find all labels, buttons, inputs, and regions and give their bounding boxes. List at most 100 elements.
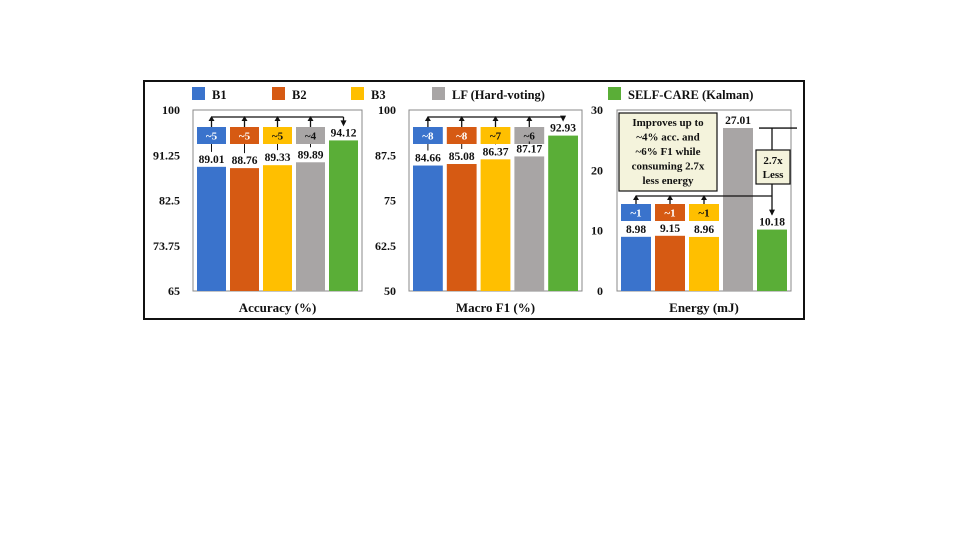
y-tick-label: 87.5 — [375, 148, 396, 162]
arrow-head — [307, 116, 314, 121]
legend-swatch — [272, 87, 285, 100]
less-note-line: Less — [763, 169, 785, 181]
x-axis-label: Energy (mJ) — [669, 300, 739, 315]
improvement-label: ~1 — [698, 208, 709, 220]
energy-chart: 30 20 10 0 Energy (mJ) 8.98 9.15 8.96 27.01 10.18… — [591, 103, 792, 315]
improvement-label: ~5 — [206, 131, 218, 143]
arrow-head — [492, 116, 499, 121]
improvement-box — [446, 127, 477, 144]
legend-label: LF (Hard-voting) — [452, 88, 545, 102]
improvement-box — [197, 127, 226, 144]
improvement-label: ~5 — [239, 131, 251, 143]
improvement-box — [514, 127, 545, 144]
bar — [723, 128, 753, 291]
arrow-head — [241, 116, 248, 121]
y-tick-label: 65 — [168, 284, 180, 298]
bar — [197, 166, 226, 291]
arrow-head — [526, 116, 533, 121]
bar — [230, 168, 259, 291]
energy-annotations: Improves up to ~4% acc. and ~6% F1 while co… — [618, 112, 797, 216]
y-tick-label: 82.5 — [159, 194, 180, 208]
improvement-box — [296, 127, 325, 144]
y-tick-label: 0 — [597, 284, 603, 298]
arrow-head — [208, 116, 215, 121]
y-tick-label: 50 — [384, 284, 396, 298]
bar-value-label: 88.76 — [232, 155, 258, 167]
legend-swatch — [192, 87, 205, 100]
bar-value-label: 8.98 — [626, 224, 646, 236]
improvement-label: ~8 — [456, 131, 468, 143]
improvement-box — [230, 127, 259, 144]
macro-f1-chart: 100 87.5 75 62.5 50 Macro F1 (%) 84.66 85.08 86.… — [375, 103, 583, 315]
bar-value-label: 89.01 — [199, 154, 225, 166]
bar-value-label: 27.01 — [725, 115, 751, 127]
arrow-head — [560, 115, 567, 122]
less-note-box — [755, 149, 791, 185]
arrow-head — [667, 195, 673, 200]
arrow-head — [458, 116, 465, 121]
legend-label: SELF-CARE (Kalman) — [628, 88, 753, 102]
arrow-head — [701, 195, 707, 200]
arrow-head — [633, 195, 639, 200]
bar-value-label: 94.12 — [331, 127, 357, 139]
bar — [757, 229, 787, 291]
improvement-box — [263, 127, 292, 144]
bar — [514, 156, 545, 291]
arrow-head — [274, 116, 281, 121]
improvement-label: ~5 — [272, 131, 284, 143]
improvement-label: ~7 — [490, 131, 502, 143]
bar — [263, 165, 292, 291]
legend-label: B1 — [212, 88, 227, 102]
y-tick-label: 100 — [162, 103, 180, 117]
arrow-head — [424, 116, 431, 121]
arrow-head — [340, 120, 347, 127]
bar — [689, 236, 719, 291]
y-tick-label: 100 — [378, 103, 396, 117]
less-note-line: 2.7x — [763, 155, 783, 167]
improvement-label: ~1 — [630, 208, 641, 220]
bar — [296, 162, 325, 291]
bar — [655, 235, 685, 291]
y-tick-label: 73.75 — [153, 239, 180, 253]
bar-value-label: 92.93 — [550, 123, 576, 135]
x-axis-label: Accuracy (%) — [239, 300, 317, 315]
improvement-box — [655, 204, 685, 221]
improvement-box — [689, 204, 719, 221]
y-tick-label: 10 — [591, 224, 603, 238]
y-tick-label: 20 — [591, 163, 603, 177]
legend-label: B3 — [371, 88, 386, 102]
annotation-box — [618, 112, 718, 192]
legend-label: B2 — [292, 88, 307, 102]
legend: B1 B2 B3 LF (Hard-voting) SELF-CARE (Kalman) — [192, 87, 753, 102]
bar-value-label: 89.33 — [265, 152, 291, 164]
annotation-line: ~4% acc. and — [636, 132, 699, 144]
improvement-label: ~6 — [524, 131, 536, 143]
annotation-line: consuming 2.7x — [632, 161, 705, 173]
improvement-box — [621, 204, 651, 221]
bar — [413, 165, 443, 291]
bar-value-label: 87.17 — [516, 143, 542, 155]
bar-value-label: 85.08 — [449, 151, 475, 163]
y-tick-label: 75 — [384, 194, 396, 208]
bar-value-label: 86.37 — [483, 146, 509, 158]
bar — [480, 159, 511, 291]
improvement-box — [413, 127, 443, 144]
bar-value-label: 89.89 — [298, 149, 324, 161]
bar — [329, 140, 358, 291]
y-tick-label: 30 — [591, 103, 603, 117]
bar-value-label: 84.66 — [415, 153, 441, 165]
legend-swatch — [608, 87, 621, 100]
improvement-box — [480, 127, 511, 144]
annotation-line: less energy — [642, 175, 694, 187]
legend-swatch — [432, 87, 445, 100]
arrow-head — [769, 209, 775, 216]
improvement-label: ~8 — [422, 131, 434, 143]
y-tick-label: 91.25 — [153, 148, 180, 162]
x-axis-label: Macro F1 (%) — [456, 300, 535, 315]
legend-swatch — [351, 87, 364, 100]
improvement-label: ~1 — [664, 208, 675, 220]
bar — [548, 135, 578, 291]
annotation-line: ~6% F1 while — [636, 146, 701, 158]
bar-value-label: 9.15 — [660, 223, 680, 235]
